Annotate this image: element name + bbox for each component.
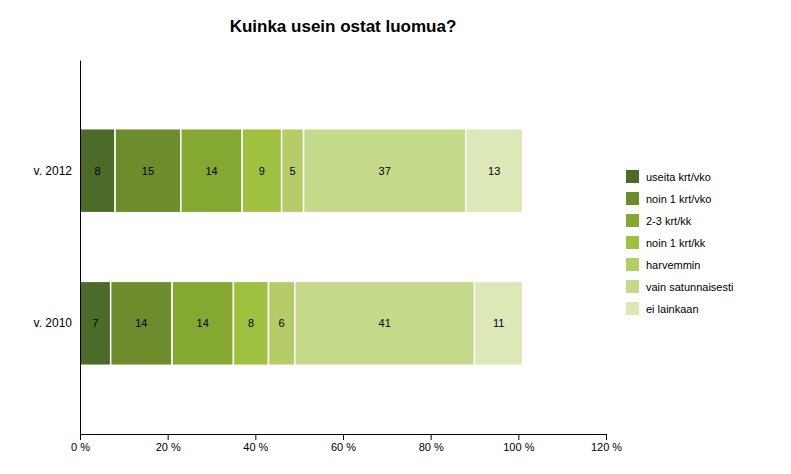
legend-label: harvemmin bbox=[646, 259, 700, 271]
data-label: 8 bbox=[94, 165, 100, 177]
data-label: 11 bbox=[493, 317, 504, 329]
tick: 20 % bbox=[156, 434, 181, 453]
legend-label: vain satunnaisesti bbox=[646, 281, 733, 293]
data-label: 13 bbox=[488, 165, 500, 177]
axis-line bbox=[81, 435, 607, 441]
bar-segment bbox=[242, 129, 281, 213]
data-label: 14 bbox=[135, 317, 147, 329]
bar-segment bbox=[282, 129, 304, 213]
x-axis: 0 % 20 % 40 % 60 % 80 % 100 % 120 % bbox=[71, 434, 622, 453]
tick-label: 120 % bbox=[591, 441, 622, 453]
title: Kuinka usein ostat luomua? bbox=[230, 17, 457, 36]
tick-mark bbox=[255, 434, 256, 440]
tick: v. 2012 bbox=[34, 164, 80, 178]
tick-mark bbox=[518, 434, 519, 440]
legend-label: useita krt/vko bbox=[646, 171, 711, 183]
legend: useita krt/vko noin 1 krt/vko 2-3 krt/kk no… bbox=[626, 170, 733, 315]
data-label: 41 bbox=[379, 317, 391, 329]
bar-segment bbox=[304, 129, 466, 213]
legend-swatch bbox=[626, 170, 639, 183]
data-label: 5 bbox=[290, 165, 296, 177]
tick-mark bbox=[343, 434, 344, 440]
tick-label: 80 % bbox=[419, 441, 444, 453]
legend-label: 2-3 krt/kk bbox=[646, 215, 692, 227]
tick-label: 40 % bbox=[243, 441, 268, 453]
tick-label: v. 2010 bbox=[34, 316, 73, 330]
legend-item: ei lainkaan bbox=[626, 302, 699, 315]
tick: 80 % bbox=[419, 434, 444, 453]
tick: 120 % bbox=[591, 434, 622, 453]
bar-segment bbox=[268, 281, 294, 365]
tick-label: 20 % bbox=[156, 441, 181, 453]
tick-mark bbox=[168, 434, 169, 440]
legend-item: vain satunnaisesti bbox=[626, 280, 733, 293]
legend-swatch bbox=[626, 302, 639, 315]
legend-item: harvemmin bbox=[626, 258, 700, 271]
legend-item: noin 1 krt/vko bbox=[626, 192, 711, 205]
bar-segment bbox=[80, 129, 115, 213]
legend-swatch bbox=[626, 236, 639, 249]
bar-segment bbox=[295, 281, 475, 365]
legend-item: useita krt/vko bbox=[626, 170, 711, 183]
tick-label: 0 % bbox=[71, 441, 90, 453]
bar-segment bbox=[115, 129, 181, 213]
legend-label: noin 1 krt/vko bbox=[646, 193, 711, 205]
bar-segment bbox=[466, 129, 523, 213]
legend-label: noin 1 krt/kk bbox=[646, 237, 706, 249]
data-label: 37 bbox=[379, 165, 391, 177]
axis-line bbox=[80, 61, 81, 435]
bar-segment bbox=[475, 281, 523, 365]
data-label: 7 bbox=[92, 317, 98, 329]
tick-mark bbox=[431, 434, 432, 440]
tick: 0 % bbox=[71, 434, 90, 453]
tick-label: 100 % bbox=[503, 441, 534, 453]
tick-mark bbox=[80, 434, 81, 440]
data-labels: 8 7 15 14 14 14 9 8 5 6 37 41 13 11 bbox=[92, 165, 504, 330]
data-label: 14 bbox=[205, 165, 217, 177]
tick: 100 % bbox=[503, 434, 534, 453]
legend-item: 2-3 krt/kk bbox=[626, 214, 692, 227]
legend-item: noin 1 krt/kk bbox=[626, 236, 706, 249]
legend-swatch bbox=[626, 280, 639, 293]
bar-segment bbox=[233, 281, 268, 365]
bars bbox=[80, 129, 523, 366]
legend-swatch bbox=[626, 258, 639, 271]
y-axis: v. 2012 v. 2010 bbox=[34, 61, 81, 435]
bar-segment bbox=[80, 281, 111, 365]
plot: 8 7 15 14 14 14 9 8 5 6 37 41 13 11 0 % 20 % 40 % 60 % 80 … bbox=[34, 61, 623, 453]
tick-mark bbox=[606, 434, 607, 440]
legend-label: ei lainkaan bbox=[646, 303, 699, 315]
legend-swatch bbox=[626, 214, 639, 227]
bar-segment bbox=[172, 281, 233, 365]
bar-segment bbox=[181, 129, 242, 213]
data-label: 6 bbox=[279, 317, 285, 329]
legend-swatch bbox=[626, 192, 639, 205]
data-label: 9 bbox=[259, 165, 265, 177]
bar-segment bbox=[111, 281, 172, 365]
data-label: 15 bbox=[142, 165, 154, 177]
tick: 60 % bbox=[331, 434, 356, 453]
tick-label: v. 2012 bbox=[34, 164, 73, 178]
tick: v. 2010 bbox=[34, 316, 80, 330]
tick-label: 60 % bbox=[331, 441, 356, 453]
data-label: 8 bbox=[248, 317, 254, 329]
tick: 40 % bbox=[243, 434, 268, 453]
chart: Kuinka usein ostat luomua? 8 7 15 14 14 14 9 8 5 6… bbox=[0, 0, 791, 474]
data-label: 14 bbox=[197, 317, 209, 329]
